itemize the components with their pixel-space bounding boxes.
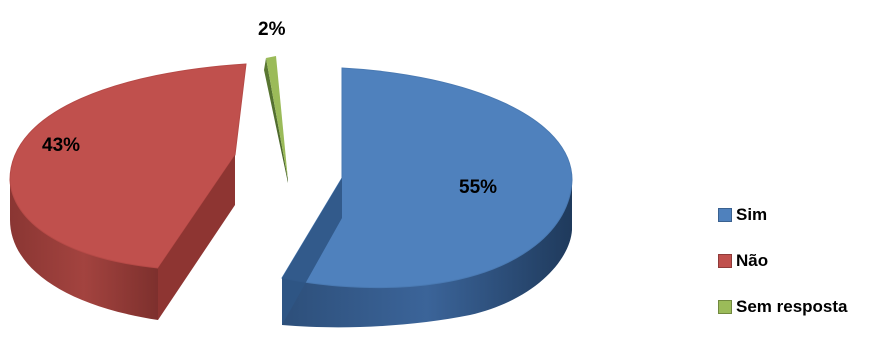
slice-nao-top [9, 63, 247, 269]
slice-sim [281, 67, 573, 328]
slice-sem-resposta [264, 56, 288, 183]
legend-swatch-sim [718, 207, 732, 222]
label-sem-resposta: 2% [258, 19, 286, 40]
legend-swatch-sem-resposta [718, 299, 732, 314]
legend-item-nao: Não [718, 248, 889, 273]
legend-label-nao: Não [736, 250, 769, 270]
legend-swatch-nao [718, 253, 732, 268]
slice-sim-inner [282, 68, 342, 325]
legend-label-sem-resposta: Sem resposta [736, 296, 848, 316]
pie-chart: 55% 43% 2% [9, 19, 573, 328]
legend-item-sim: Sim [718, 202, 889, 227]
slice-sim-side [282, 180, 572, 328]
label-nao: 43% [42, 135, 80, 156]
slice-nao-side [10, 180, 158, 320]
slice-sem-resposta-side [264, 58, 288, 183]
slice-sim-top [281, 67, 573, 289]
slice-nao-inner [158, 155, 235, 320]
label-sim: 55% [459, 177, 497, 198]
legend-item-sem-resposta: Sem resposta [718, 294, 889, 319]
legend-label-sim: Sim [736, 204, 768, 224]
slice-nao [9, 63, 247, 320]
legend: Sim Não Sem resposta [718, 202, 889, 340]
slice-sem-resposta-top [266, 56, 288, 180]
